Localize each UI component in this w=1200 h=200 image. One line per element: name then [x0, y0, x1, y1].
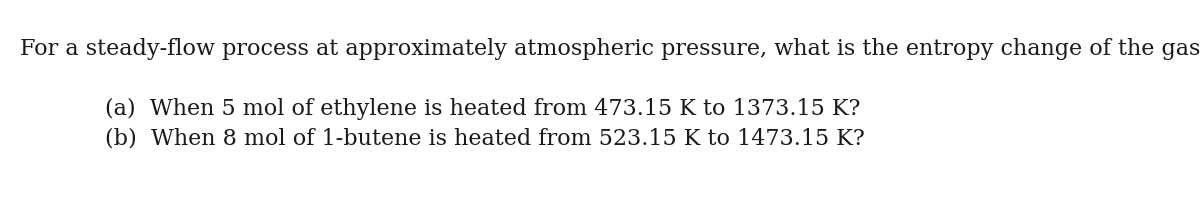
Text: (b)  When 8 mol of 1-butene is heated from 523.15 K to 1473.15 K?: (b) When 8 mol of 1-butene is heated fro… [106, 127, 865, 149]
Text: (a)  When 5 mol of ethylene is heated from 473.15 K to 1373.15 K?: (a) When 5 mol of ethylene is heated fro… [106, 98, 860, 119]
Text: For a steady-flow process at approximately atmospheric pressure, what is the ent: For a steady-flow process at approximate… [20, 38, 1200, 60]
